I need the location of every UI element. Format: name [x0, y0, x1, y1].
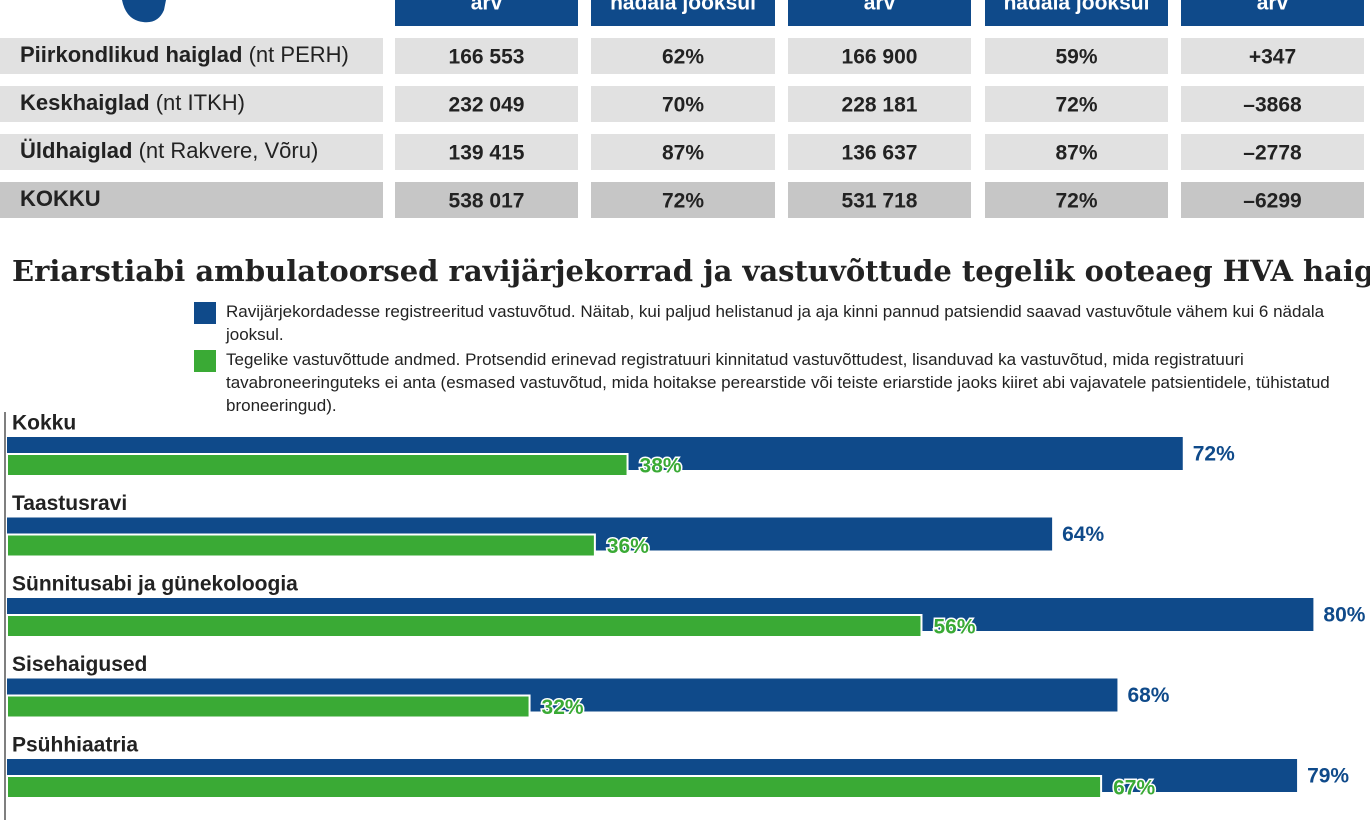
header-text: nädala jooksul — [1004, 0, 1150, 15]
cell-text: 166 553 — [449, 46, 525, 69]
row-name: KOKKU — [20, 186, 101, 211]
cell-text: +347 — [1249, 46, 1296, 69]
row-label: Piirkondlikud haiglad (nt PERH) — [20, 42, 349, 67]
header-text: arv — [1257, 0, 1289, 15]
value-label: 72% — [1193, 443, 1235, 466]
header-cell — [395, 0, 578, 26]
cell-text: 232 049 — [449, 94, 525, 117]
cell-text: 62% — [662, 46, 704, 69]
cell — [985, 86, 1168, 122]
chart-title: Eriarstiabi ambulatoorsed ravijärjekorra… — [12, 254, 1370, 288]
cell — [985, 134, 1168, 170]
cell-text: 531 718 — [842, 190, 918, 213]
value-label: 79% — [1307, 765, 1349, 788]
cell-text: 87% — [1055, 142, 1097, 165]
row-label: Üldhaiglad (nt Rakvere, Võru) — [20, 138, 318, 163]
bar — [6, 694, 531, 719]
cell — [591, 134, 775, 170]
cell — [395, 134, 578, 170]
cell-text: 70% — [662, 94, 704, 117]
value-label: 36% — [607, 535, 649, 558]
legend-text: Ravijärjekordadesse registreeritud vastu… — [226, 302, 1325, 344]
cell-text: 72% — [662, 190, 704, 213]
cell — [985, 182, 1168, 218]
row-label-cell — [0, 182, 383, 218]
cell — [591, 86, 775, 122]
header-cell — [788, 0, 971, 26]
category-label: Taastusravi — [12, 492, 127, 515]
cell — [1181, 134, 1364, 170]
legend-swatch — [194, 350, 216, 372]
header-cell — [591, 0, 775, 26]
header-cell — [985, 0, 1168, 26]
value-label: 80% — [1323, 604, 1365, 627]
cell — [395, 182, 578, 218]
cell — [1181, 38, 1364, 74]
value-label: 67% — [1113, 777, 1155, 800]
cell-text: 87% — [662, 142, 704, 165]
logo-shape — [122, 0, 166, 23]
value-label: 56% — [933, 616, 975, 639]
row-label-cell — [0, 86, 383, 122]
cell — [788, 86, 971, 122]
legend-item: Ravijärjekordadesse registreeritud vastu… — [194, 300, 1344, 346]
row-name: Üldhaiglad — [20, 138, 132, 163]
value-label: 32% — [542, 696, 584, 719]
row-name: Piirkondlikud haiglad — [20, 42, 242, 67]
category-label: Sünnitusabi ja günekoloogia — [12, 573, 298, 596]
bar — [6, 453, 629, 477]
row-note: (nt ITKH) — [156, 90, 245, 115]
value-label: 38% — [640, 455, 682, 478]
header-text: arv — [471, 0, 503, 15]
category-label: Sisehaigused — [12, 653, 147, 676]
cell-text: –6299 — [1243, 190, 1301, 213]
cell-text: –3868 — [1243, 94, 1302, 117]
cell-text: 72% — [1055, 94, 1097, 117]
row-note: (nt Rakvere, Võru) — [139, 138, 319, 163]
legend: Ravijärjekordadesse registreeritud vastu… — [194, 300, 1344, 419]
header-text: arv — [864, 0, 896, 15]
row-label: KOKKU — [20, 186, 101, 211]
cell — [591, 182, 775, 218]
legend-text: Tegelike vastuvõttude andmed. Protsendid… — [226, 350, 1330, 415]
legend-swatch — [194, 302, 216, 324]
cell-text: 59% — [1055, 46, 1097, 69]
cell-text: 139 415 — [449, 142, 525, 165]
cell — [788, 134, 971, 170]
row-label-cell — [0, 134, 383, 170]
cell — [788, 182, 971, 218]
row-note: (nt PERH) — [249, 42, 349, 67]
value-label: 64% — [1062, 523, 1104, 546]
cell-text: –2778 — [1243, 142, 1302, 165]
cell-text: 166 900 — [842, 46, 918, 69]
legend-item: Tegelike vastuvõttude andmed. Protsendid… — [194, 348, 1344, 417]
cell — [1181, 86, 1364, 122]
cell-text: 538 017 — [449, 190, 525, 213]
category-label: Kokku — [12, 412, 76, 435]
header-cell — [1181, 0, 1364, 26]
bar — [6, 775, 1103, 799]
row-label-cell — [0, 38, 383, 74]
category-label: Psühhiaatria — [12, 734, 138, 757]
cell — [788, 38, 971, 74]
cell — [1181, 182, 1364, 218]
value-label: 68% — [1127, 684, 1169, 707]
header-text: nädala jooksul — [610, 0, 756, 15]
cell — [985, 38, 1168, 74]
cell — [591, 38, 775, 74]
cell — [395, 86, 578, 122]
cell-text: 72% — [1055, 190, 1097, 213]
cell-text: 136 637 — [842, 142, 918, 165]
bar — [6, 614, 923, 638]
cell-text: 228 181 — [842, 94, 918, 117]
row-name: Keskhaiglad — [20, 90, 150, 115]
row-label: Keskhaiglad (nt ITKH) — [20, 90, 245, 115]
bar — [6, 533, 596, 558]
cell — [395, 38, 578, 74]
